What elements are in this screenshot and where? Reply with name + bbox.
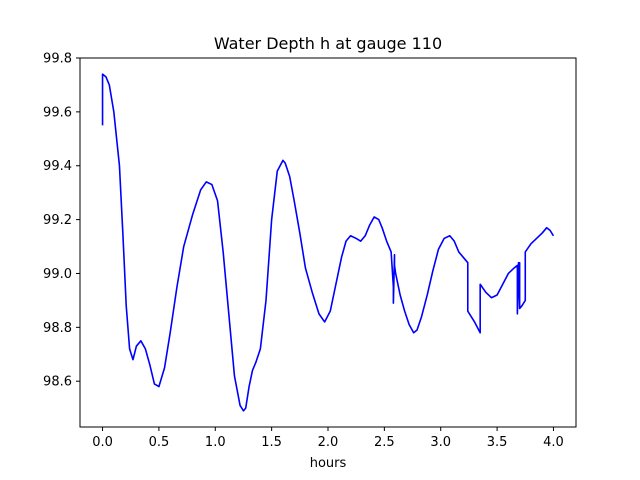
- plot-area: [101, 73, 555, 412]
- x-tick-label: 3.5: [487, 435, 508, 450]
- x-tick-label: 3.0: [430, 435, 451, 450]
- x-tick-label: 1.0: [205, 435, 226, 450]
- x-axis-ticks: 0.0 0.5 1.0 1.5 2.0 2.5 3.0 3.5 4.0: [92, 427, 564, 450]
- chart-title: Water Depth h at gauge 110: [214, 34, 442, 53]
- y-tick-label: 98.8: [43, 321, 72, 336]
- y-tick-label: 99.6: [43, 105, 72, 120]
- x-tick-label: 0.0: [92, 435, 113, 450]
- y-tick-label: 98.6: [43, 375, 72, 390]
- axes-frame: [79, 57, 577, 428]
- y-tick-label: 99.4: [43, 159, 72, 174]
- x-tick-label: 0.5: [149, 435, 170, 450]
- y-tick-label: 99.8: [43, 52, 72, 67]
- y-tick-label: 99.0: [43, 267, 72, 282]
- x-tick-label: 2.5: [374, 435, 395, 450]
- x-tick-label: 2.0: [318, 435, 339, 450]
- y-tick-label: 99.2: [43, 213, 72, 228]
- x-axis-label: hours: [310, 456, 347, 471]
- x-tick-label: 1.5: [261, 435, 282, 450]
- series-line-water-depth: [101, 73, 555, 412]
- y-axis-ticks: 98.6 98.8 99.0 99.2 99.4 99.6 99.8: [43, 52, 80, 390]
- x-tick-label: 4.0: [543, 435, 564, 450]
